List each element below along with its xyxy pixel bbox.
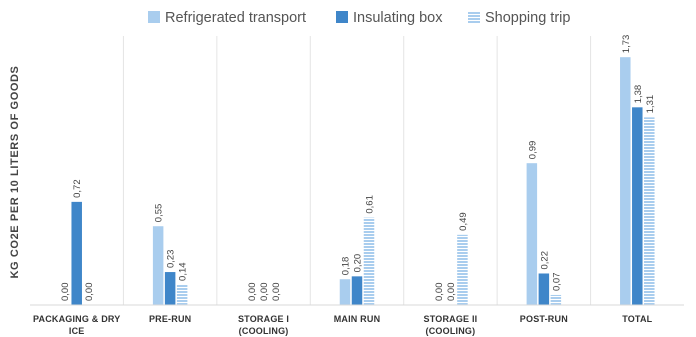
bar-refrigerated-transport-post-run (526, 163, 538, 305)
value-label-shopping-trip-storage-ii-cooling: 0,49 (458, 212, 469, 231)
legend-label-refrigerated-transport: Refrigerated transport (165, 10, 306, 26)
category-label-post-run: POST-RUN (520, 314, 568, 324)
category-label-storage-ii-cooling: (COOLING) (426, 326, 476, 336)
bar-shopping-trip-storage-ii-cooling (457, 234, 468, 305)
bar-shopping-trip-post-run (550, 294, 562, 305)
category-label-main-run: MAIN RUN (334, 314, 381, 324)
legend-swatch-refrigerated-transport (148, 11, 160, 23)
bar-refrigerated-transport-pre-run (152, 226, 164, 305)
y-axis-label: KG CO2E PER 10 LITERS OF GOODS (9, 66, 21, 279)
value-label-refrigerated-transport-post-run: 0,99 (527, 141, 538, 160)
bar-insulating-box-total (632, 107, 643, 305)
value-label-refrigerated-transport-pre-run: 0,55 (154, 204, 165, 223)
bar-refrigerated-transport-total (620, 57, 631, 305)
value-label-shopping-trip-pre-run: 0,14 (178, 262, 189, 281)
bar-shopping-trip-total (644, 117, 655, 305)
bar-insulating-box-main-run (351, 276, 363, 305)
legend-swatch-insulating-box (336, 11, 348, 23)
bar-insulating-box-post-run (538, 273, 550, 305)
value-label-insulating-box-storage-i-cooling: 0,00 (259, 283, 270, 302)
legend-label-insulating-box: Insulating box (353, 10, 443, 26)
value-label-shopping-trip-post-run: 0,07 (551, 272, 562, 291)
value-label-insulating-box-total: 1,38 (633, 85, 644, 104)
value-label-insulating-box-pre-run: 0,23 (166, 250, 177, 269)
category-label-packaging-dry-ice: PACKAGING & DRY (33, 314, 121, 324)
value-label-refrigerated-transport-storage-ii-cooling: 0,00 (434, 283, 445, 302)
value-label-shopping-trip-main-run: 0,61 (365, 195, 376, 214)
category-labels: PACKAGING & DRY ICE PRE-RUN STORAGE I (COOLI… (33, 314, 653, 336)
category-label-pre-run: PRE-RUN (149, 314, 191, 324)
value-label-shopping-trip-packaging-dry-ice: 0,00 (84, 283, 95, 302)
category-label-packaging-dry-ice: ICE (69, 326, 85, 336)
value-label-insulating-box-packaging-dry-ice: 0,72 (72, 179, 83, 198)
value-label-insulating-box-storage-ii-cooling: 0,00 (446, 283, 457, 302)
bar-shopping-trip-pre-run (176, 284, 188, 305)
value-label-shopping-trip-total: 1,31 (645, 95, 656, 114)
legend-swatch-shopping-trip (468, 11, 480, 23)
legend-label-shopping-trip: Shopping trip (485, 10, 570, 26)
value-label-insulating-box-post-run: 0,22 (539, 251, 550, 270)
category-label-storage-i-cooling: STORAGE I (238, 314, 289, 324)
value-label-refrigerated-transport-total: 1,73 (621, 35, 632, 54)
value-label-refrigerated-transport-packaging-dry-ice: 0,00 (60, 283, 71, 302)
category-separators (122, 36, 592, 305)
bars (71, 57, 655, 305)
value-labels: 0,000,720,000,550,230,140,00 0,00 0,000,18… (60, 35, 656, 301)
value-label-insulating-box-main-run: 0,20 (353, 254, 364, 273)
category-label-storage-i-cooling: (COOLING) (239, 326, 289, 336)
value-label-refrigerated-transport-storage-i-cooling: 0,00 (247, 283, 258, 302)
category-label-storage-ii-cooling: STORAGE II (424, 314, 478, 324)
bar-insulating-box-pre-run (164, 272, 176, 305)
bar-shopping-trip-main-run (363, 217, 375, 305)
category-label-total: TOTAL (622, 314, 652, 324)
value-label-shopping-trip-storage-i-cooling: 0,00 (271, 283, 282, 302)
bar-insulating-box-packaging-dry-ice (71, 201, 82, 305)
bar-refrigerated-transport-main-run (339, 279, 351, 305)
legend: Refrigerated transport Insulating box Shop… (148, 10, 570, 26)
value-label-refrigerated-transport-main-run: 0,18 (341, 257, 352, 276)
